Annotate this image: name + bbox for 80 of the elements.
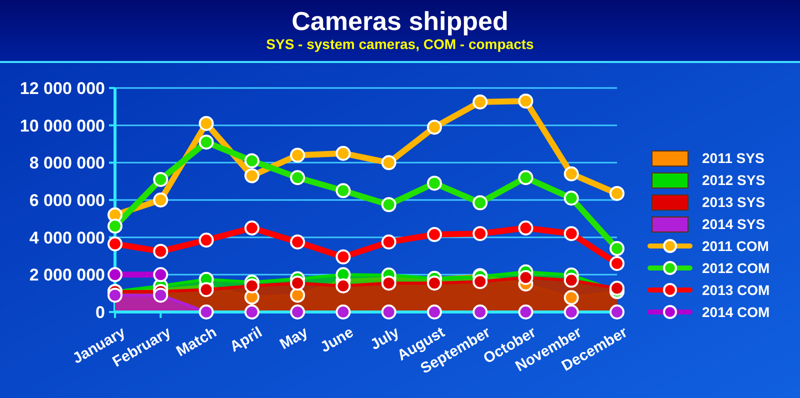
point xyxy=(518,220,534,236)
legend-label: 2013 COM xyxy=(702,282,770,298)
point xyxy=(564,226,579,242)
point xyxy=(290,288,306,303)
point xyxy=(426,176,442,191)
point xyxy=(198,116,214,131)
point xyxy=(244,220,260,236)
point xyxy=(426,120,442,135)
point xyxy=(290,148,306,163)
point xyxy=(336,146,351,161)
point xyxy=(472,304,488,320)
point xyxy=(518,304,534,320)
point xyxy=(472,94,488,110)
point xyxy=(426,227,442,242)
x-tick-label: June xyxy=(318,324,356,356)
point xyxy=(472,195,488,210)
y-tick-label: 4 000 000 xyxy=(29,228,105,248)
y-tick-label: 2 000 000 xyxy=(29,266,105,285)
point xyxy=(290,276,306,291)
point xyxy=(381,276,396,291)
point xyxy=(518,94,534,109)
legend-label: 2013 SYS xyxy=(702,194,766,210)
point xyxy=(426,304,442,320)
legend-label: 2014 SYS xyxy=(702,216,766,232)
point xyxy=(564,290,579,306)
point xyxy=(381,155,396,170)
point xyxy=(518,170,534,186)
point xyxy=(610,256,624,271)
point xyxy=(153,288,168,303)
point xyxy=(336,249,351,264)
point xyxy=(153,192,168,208)
point xyxy=(381,197,396,212)
point xyxy=(153,267,168,282)
point xyxy=(336,278,351,294)
legend-label: 2014 COM xyxy=(702,304,770,320)
legend-label: 2012 SYS xyxy=(702,172,766,188)
point xyxy=(198,134,214,150)
point xyxy=(198,304,214,320)
point xyxy=(198,232,214,248)
y-tick-label: 8 000 000 xyxy=(29,154,105,173)
point xyxy=(244,153,260,168)
point xyxy=(108,288,122,303)
point xyxy=(108,236,122,252)
point xyxy=(153,172,168,187)
point xyxy=(564,304,579,320)
point xyxy=(381,234,396,250)
point xyxy=(564,166,579,182)
point xyxy=(290,170,306,186)
point xyxy=(610,241,624,256)
x-tick-label: May xyxy=(277,324,312,354)
point xyxy=(381,304,396,320)
legend-label: 2011 SYS xyxy=(702,150,764,166)
y-tick-label: 10 000 000 xyxy=(20,116,105,136)
point xyxy=(153,244,168,259)
point xyxy=(564,190,579,206)
point xyxy=(244,278,260,294)
point xyxy=(290,234,306,250)
point xyxy=(610,280,624,296)
point xyxy=(198,282,214,298)
y-tick-label: 0 xyxy=(96,302,105,322)
point xyxy=(290,304,306,320)
point xyxy=(108,267,122,282)
y-tick-label: 12 000 000 xyxy=(20,78,105,98)
point xyxy=(472,226,488,242)
legend-label: 2012 COM xyxy=(702,260,770,276)
point xyxy=(244,304,260,320)
point xyxy=(336,304,351,320)
point xyxy=(564,272,579,288)
point xyxy=(426,276,442,291)
legend-label: 2011 COM xyxy=(702,238,769,254)
point xyxy=(610,304,624,320)
point xyxy=(336,183,351,198)
chart-subtitle: SYS - system cameras, COM - compacts xyxy=(266,36,534,52)
point xyxy=(518,270,534,285)
point xyxy=(244,168,260,184)
y-tick-label: 6 000 000 xyxy=(29,190,105,210)
point xyxy=(108,218,122,234)
chart-title: Cameras shipped xyxy=(292,6,508,36)
point xyxy=(610,186,624,201)
point xyxy=(472,274,488,290)
